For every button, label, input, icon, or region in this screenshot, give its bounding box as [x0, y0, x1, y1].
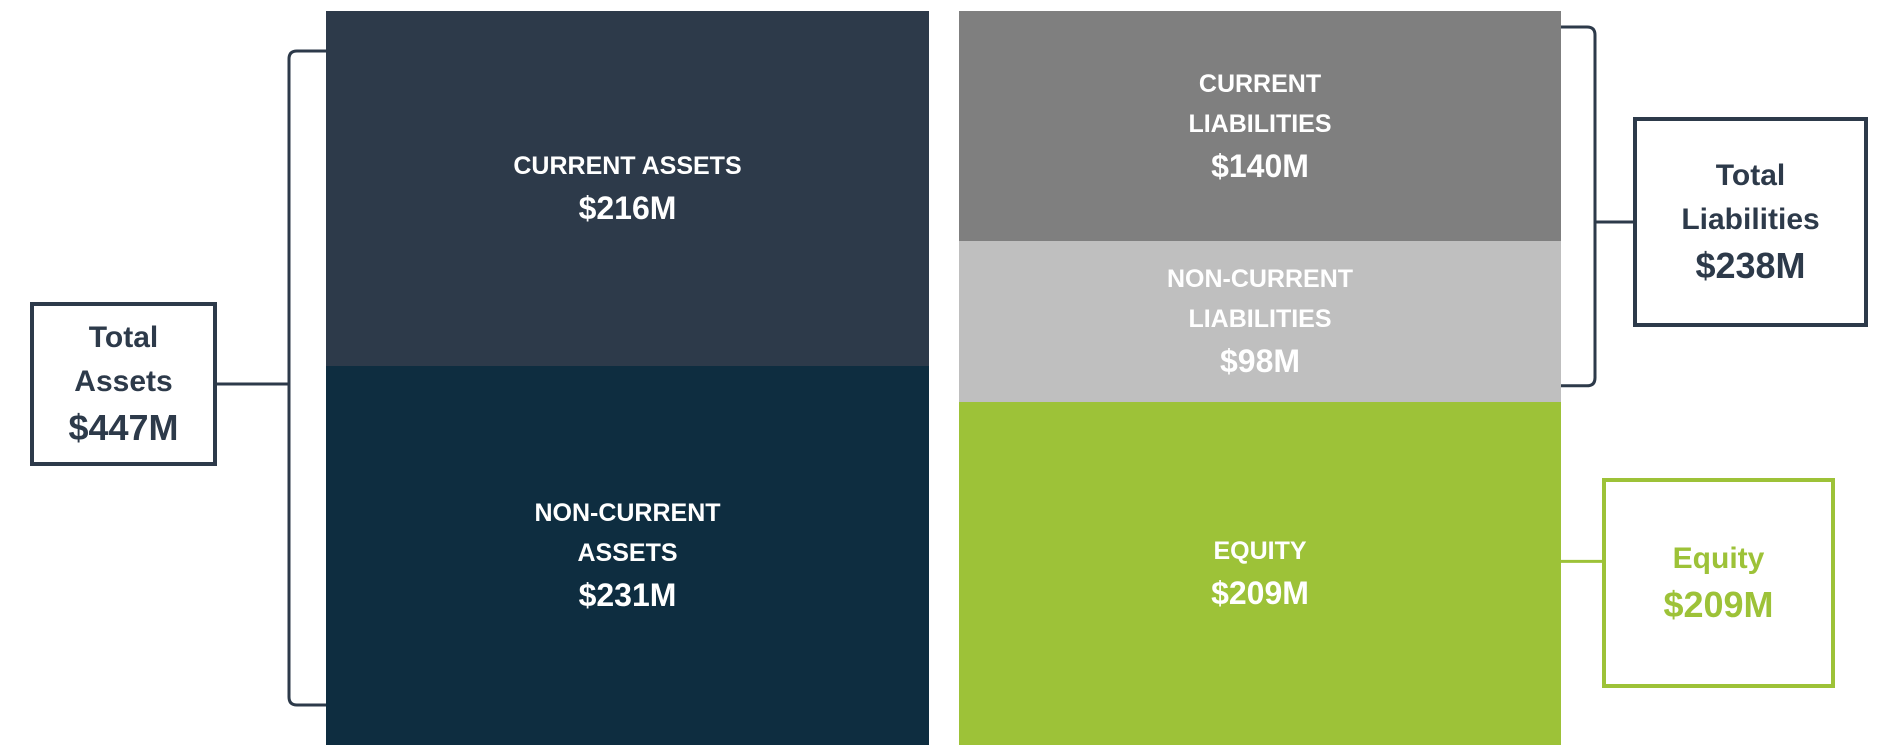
- segment-label: CURRENT LIABILITIES: [1188, 69, 1332, 138]
- segment-value: $231M: [578, 577, 677, 614]
- segment-label: EQUITY: [1213, 537, 1307, 566]
- total-label: Equity: [1672, 542, 1765, 575]
- segment-value: $140M: [1211, 147, 1309, 184]
- total-box: Total Assets $447M: [30, 302, 217, 466]
- total-label: Total Assets: [74, 321, 173, 398]
- total-box: Equity $209M: [1602, 478, 1835, 688]
- total-value: $209M: [1663, 584, 1774, 625]
- bracket: [287, 49, 326, 707]
- segment-value: $216M: [578, 190, 677, 227]
- total-value: $238M: [1695, 245, 1806, 286]
- segment-label: NON-CURRENT ASSETS: [534, 499, 721, 568]
- segment: CURRENT ASSETS $216M: [326, 11, 929, 366]
- total-value: $447M: [68, 407, 179, 448]
- total-label: Total Liabilities: [1681, 159, 1820, 236]
- total-box: Total Liabilities $238M: [1633, 117, 1868, 327]
- segment: NON-CURRENT LIABILITIES $98M: [959, 240, 1561, 402]
- segment-value: $209M: [1211, 575, 1309, 612]
- segment-value: $98M: [1219, 343, 1301, 380]
- bracket: [1561, 25, 1597, 388]
- segment: CURRENT LIABILITIES $140M: [959, 11, 1561, 241]
- segment: EQUITY $209M: [959, 401, 1561, 745]
- segment-label: CURRENT ASSETS: [513, 152, 742, 181]
- segment: NON-CURRENT ASSETS $231M: [326, 365, 929, 745]
- segment-label: NON-CURRENT LIABILITIES: [1166, 265, 1354, 334]
